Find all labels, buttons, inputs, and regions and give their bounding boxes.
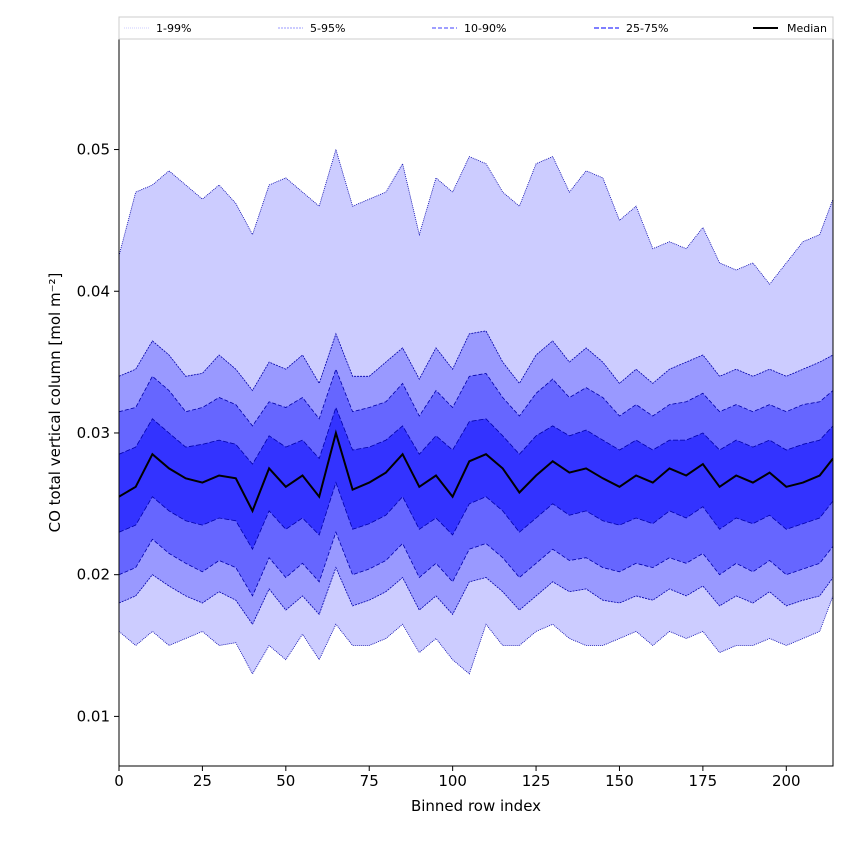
x-axis-label: Binned row index (411, 797, 541, 815)
series-group (119, 148, 833, 675)
y-tick-label: 0.04 (77, 282, 110, 300)
percentile-line-95 (119, 330, 833, 392)
plot-area (119, 148, 833, 675)
percentile-line-75 (119, 406, 833, 465)
legend-label: 5-95% (310, 22, 345, 35)
legend-label: 25-75% (626, 22, 668, 35)
y-tick-label: 0.02 (77, 566, 110, 584)
legend-label: 10-90% (464, 22, 506, 35)
band-25-75 (119, 407, 833, 550)
y-tick-label: 0.05 (77, 141, 110, 159)
y-tick-label: 0.01 (77, 707, 110, 725)
legend-label: 1-99% (156, 22, 191, 35)
x-tick-label: 150 (605, 772, 634, 790)
x-tick-label: 200 (772, 772, 801, 790)
x-tick-label: 0 (114, 772, 124, 790)
x-tick-label: 75 (360, 772, 379, 790)
x-tick-label: 125 (522, 772, 551, 790)
percentile-line-5 (119, 566, 833, 626)
legend: 1-99% 5-95% 10-90% 25-75% Median (118, 16, 834, 40)
legend-label: Median (787, 22, 827, 35)
legend-box (118, 16, 834, 40)
axes: 0 25 50 75 100 125 150 175 200 0.01 0.02 0.03 0.04 0.… (46, 38, 834, 815)
x-tick-label: 175 (689, 772, 718, 790)
x-tick-label: 100 (438, 772, 467, 790)
y-axis-label: CO total vertical column [mol m⁻²] (46, 273, 64, 533)
x-tick-label: 50 (276, 772, 295, 790)
x-tick-label: 25 (193, 772, 212, 790)
percentile-line-99 (119, 148, 833, 285)
percentile-line-25 (119, 481, 833, 551)
median-line (119, 429, 833, 514)
y-tick-label: 0.03 (77, 424, 110, 442)
percentile-line-1 (119, 595, 833, 675)
percentile-line-10 (119, 531, 833, 597)
